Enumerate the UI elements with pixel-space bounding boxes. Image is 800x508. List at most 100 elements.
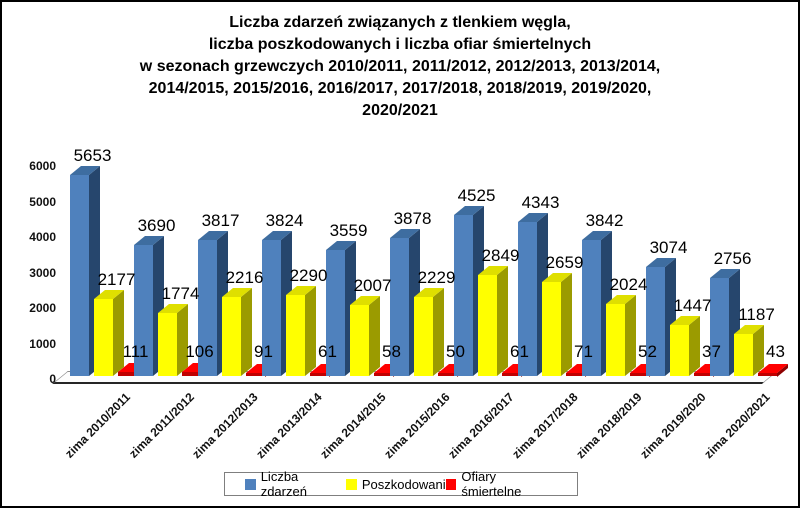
bar-liczba-zdarze- <box>518 221 537 376</box>
bar-ofiary-miertelne <box>310 372 329 376</box>
bar-value-label: 2229 <box>417 267 456 287</box>
bar-poszkodowani <box>286 294 305 376</box>
bar-value-label: 71 <box>574 342 593 361</box>
y-axis-tick-label: 0 <box>49 372 56 386</box>
bar-side-poszkodowani <box>241 288 252 376</box>
bar-value-label: 50 <box>446 342 465 361</box>
bar-value-label: 2216 <box>225 268 264 288</box>
bar-liczba-zdarze- <box>70 175 89 376</box>
bar-value-label: 2177 <box>97 269 136 289</box>
legend-label: Poszkodowani <box>361 476 446 492</box>
legend-item: Poszkodowani <box>345 476 446 492</box>
bar-poszkodowani <box>542 281 561 376</box>
legend-label: Liczba zdarzeń <box>260 469 307 499</box>
bar-liczba-zdarze- <box>326 249 345 376</box>
bar-side-poszkodowani <box>561 272 572 376</box>
x-axis-category-label: zima 2015/2016 <box>381 390 453 462</box>
bar-ofiary-miertelne <box>694 372 713 376</box>
bar-poszkodowani <box>222 297 241 376</box>
y-axis-tick-label: 5000 <box>29 194 56 209</box>
bar-value-label: 3074 <box>649 237 688 257</box>
bar-ofiary-miertelne <box>246 372 265 376</box>
bar-value-label: 3559 <box>329 220 368 240</box>
bar-ofiary-miertelne <box>502 372 521 376</box>
chart-title-line-2: liczba poszkodowanych i liczba ofiar śmi… <box>208 36 592 53</box>
bar-ofiary-miertelne <box>438 372 457 376</box>
bar-ofiary-miertelne <box>630 372 649 376</box>
chart-title-line-5: 2020/2021 <box>362 102 438 119</box>
bar-value-label: 52 <box>638 342 657 361</box>
bar-value-label: 61 <box>510 342 529 361</box>
bar-value-label: 3824 <box>265 211 304 231</box>
y-axis-tick-label: 6000 <box>29 159 56 173</box>
bar-liczba-zdarze- <box>134 245 153 376</box>
y-axis-tick-label: 1000 <box>29 336 56 351</box>
x-axis-category-label: zima 2014/2015 <box>317 390 389 462</box>
x-axis-category-label: zima 2011/2012 <box>126 390 197 461</box>
legend: Liczba zdarzeń Poszkodowani Ofiary śmierte… <box>224 469 578 499</box>
bar-side-poszkodowani <box>177 304 188 376</box>
legend-swatch-icon <box>445 478 457 490</box>
bar-side-poszkodowani <box>689 315 700 376</box>
bar-value-label: 1774 <box>161 284 200 304</box>
chart-title-line-1: Liczba zdarzeń związanych z tlenkiem węg… <box>229 14 571 31</box>
x-axis-category-label: zima 2012/2013 <box>189 390 261 462</box>
bar-value-label: 58 <box>382 342 401 361</box>
bar-poszkodowani <box>606 304 625 376</box>
bar-value-label: 2290 <box>289 265 328 285</box>
bar-value-label: 2849 <box>481 245 520 265</box>
bar-value-label: 106 <box>185 342 214 361</box>
bar-liczba-zdarze- <box>198 240 217 376</box>
legend-item: Ofiary śmiertelne <box>445 469 557 499</box>
bar-liczba-zdarze- <box>646 266 665 376</box>
bar-side-poszkodowani <box>625 295 636 376</box>
x-axis-category-label: zima 2020/2021 <box>701 390 773 462</box>
x-axis-category-label: zima 2013/2014 <box>253 390 325 462</box>
bar-liczba-zdarze- <box>582 239 601 376</box>
bar-side-poszkodowani <box>369 295 380 376</box>
x-axis-category-label: zima 2016/2017 <box>445 390 517 462</box>
bar-poszkodowani <box>158 313 177 376</box>
bar-value-label: 1447 <box>673 295 712 315</box>
bar-value-label: 91 <box>254 342 273 361</box>
bar-value-label: 61 <box>318 342 337 361</box>
bar-liczba-zdarze- <box>262 240 281 376</box>
bar-ofiary-miertelne <box>182 372 201 376</box>
bar-value-label: 3817 <box>201 211 240 231</box>
bar-poszkodowani <box>414 296 433 376</box>
bar-value-label: 43 <box>766 342 785 361</box>
bar-value-label: 4525 <box>457 186 496 206</box>
x-axis-category-label: zima 2017/2018 <box>509 390 581 462</box>
bar-side-poszkodowani <box>433 287 444 376</box>
bar-liczba-zdarze- <box>710 278 729 376</box>
bar-ofiary-miertelne <box>566 372 585 376</box>
y-axis-tick-label: 4000 <box>29 230 56 244</box>
bar-side-poszkodowani <box>113 289 124 376</box>
bar-value-label: 2756 <box>713 249 752 269</box>
y-axis-tick-label: 3000 <box>29 265 56 280</box>
bar-ofiary-miertelne <box>118 372 137 376</box>
bar-liczba-zdarze- <box>454 215 473 376</box>
bar-poszkodowani <box>350 304 369 376</box>
bar-value-label: 4343 <box>521 192 560 212</box>
x-axis-category-label: zima 2018/2019 <box>573 390 645 462</box>
bar-value-label: 3842 <box>585 210 624 230</box>
bar-poszkodowani <box>94 298 113 376</box>
bar-liczba-zdarze- <box>390 238 409 376</box>
bar-value-label: 111 <box>122 342 149 361</box>
x-axis-category-label: zima 2010/2011 <box>62 390 133 461</box>
bar-value-label: 3690 <box>137 216 176 235</box>
bar-side-poszkodowani <box>305 285 316 376</box>
bar-value-label: 37 <box>702 342 721 361</box>
bar-poszkodowani <box>734 333 753 376</box>
bar-poszkodowani <box>670 324 689 376</box>
bar-ofiary-miertelne <box>374 372 393 376</box>
legend-label: Ofiary śmiertelne <box>461 469 522 499</box>
bar-ofiary-miertelne <box>758 372 777 376</box>
y-axis-tick-label: 2000 <box>29 301 56 315</box>
bar-poszkodowani <box>478 274 497 376</box>
bar-side-poszkodowani <box>497 265 508 376</box>
chart-title-line-4: 2014/2015, 2015/2016, 2016/2017, 2017/20… <box>148 80 652 97</box>
